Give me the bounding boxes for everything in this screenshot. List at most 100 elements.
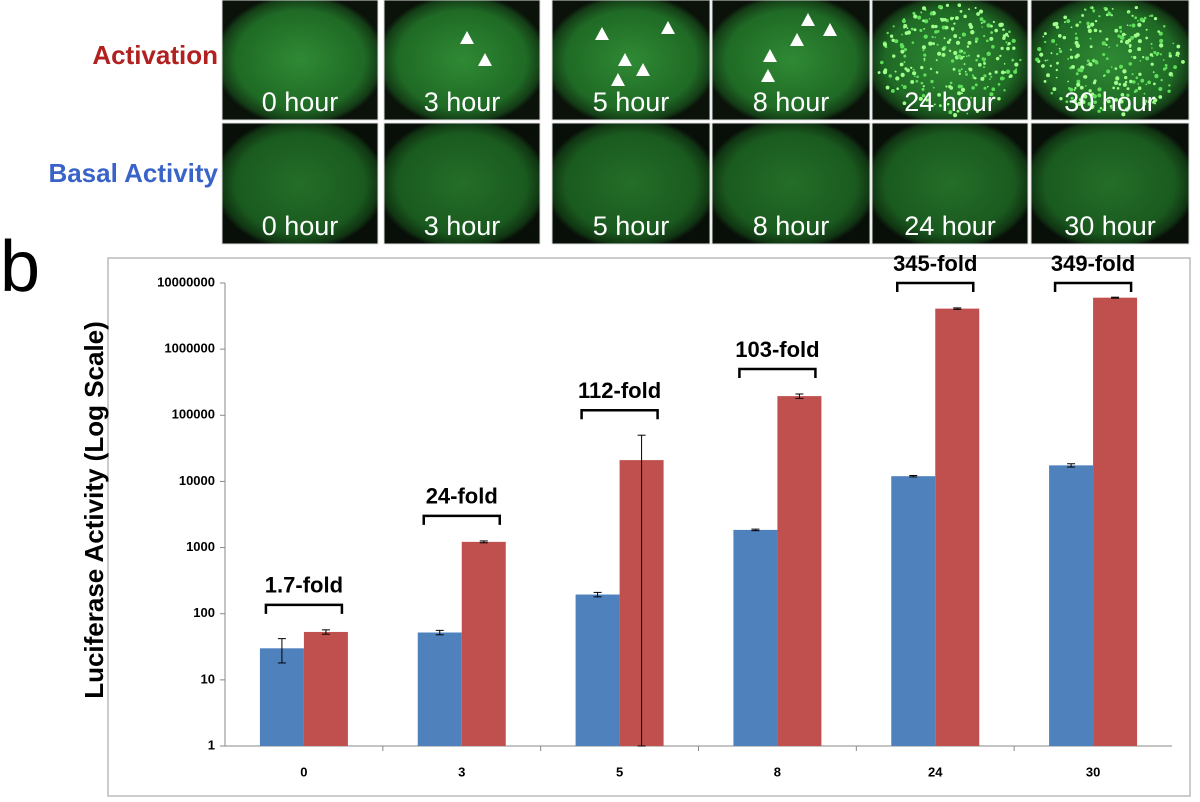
cell-spot xyxy=(1168,52,1172,55)
cell-spot xyxy=(1162,67,1167,71)
fold-annotation: 112-fold xyxy=(578,378,661,403)
cell-spot xyxy=(928,17,931,20)
bar xyxy=(461,541,506,746)
fold-bracket xyxy=(422,514,501,525)
cell-spot xyxy=(1119,64,1124,69)
micrograph-bg xyxy=(711,0,871,121)
cell-spot xyxy=(964,70,967,73)
cell-spot xyxy=(880,60,884,65)
cell-spot xyxy=(995,56,1000,61)
cell-spot xyxy=(923,34,928,39)
micrograph-caption: 0 hour xyxy=(262,87,339,117)
cell-spot xyxy=(925,98,929,102)
micrograph-caption: 8 hour xyxy=(753,87,830,117)
micrograph: 5 hour xyxy=(551,122,711,245)
cell-spot xyxy=(1098,15,1101,18)
cell-spot xyxy=(1074,32,1078,35)
cell-spot xyxy=(1122,82,1127,87)
error-bar xyxy=(593,591,602,598)
arrowhead xyxy=(823,23,837,36)
cell-spot xyxy=(1003,89,1006,92)
bar xyxy=(303,631,348,746)
cell-spot xyxy=(1120,40,1123,43)
cell-spot xyxy=(955,40,961,45)
fold-annotation: 349-fold xyxy=(1051,251,1135,276)
cell-spot xyxy=(1055,52,1059,56)
cell-spot xyxy=(1164,63,1168,67)
cell-spot xyxy=(1011,58,1015,62)
cell-spot xyxy=(1158,95,1163,99)
micrograph-caption: 5 hour xyxy=(593,87,670,117)
cell-spot xyxy=(931,24,935,29)
cell-spot xyxy=(986,51,991,56)
cell-spot xyxy=(1093,28,1098,33)
cell-spot xyxy=(1112,86,1116,90)
cell-spot xyxy=(940,18,945,22)
cell-spot xyxy=(1075,23,1079,27)
cell-spot xyxy=(1052,22,1057,27)
cell-spot xyxy=(1147,80,1151,85)
cell-spot xyxy=(1131,56,1133,58)
cell-spot xyxy=(1129,24,1132,27)
cell-spot xyxy=(918,96,923,101)
cell-spot xyxy=(1131,23,1136,28)
cell-spot xyxy=(953,22,956,25)
cell-spot xyxy=(957,54,962,59)
cell-spot xyxy=(906,27,909,29)
cell-spot xyxy=(1124,40,1130,45)
cell-spot xyxy=(983,61,987,65)
cell-spot xyxy=(943,37,946,40)
cell-spot xyxy=(1000,70,1005,75)
cell-spot xyxy=(991,45,995,49)
arrowhead xyxy=(618,53,632,66)
cell-spot xyxy=(936,29,940,33)
cell-spot xyxy=(1149,53,1153,57)
micrograph-bg xyxy=(551,0,711,121)
cell-spot xyxy=(1172,42,1175,45)
cell-spot xyxy=(945,3,950,8)
cell-spot xyxy=(1097,93,1102,98)
cell-spot xyxy=(1094,19,1098,23)
bar xyxy=(575,594,620,746)
micrograph-bg xyxy=(383,0,541,121)
cell-spot xyxy=(1176,51,1179,54)
cell-spot xyxy=(968,22,973,27)
cell-spot xyxy=(1089,45,1093,49)
cell-spot xyxy=(1070,96,1074,100)
arrowhead xyxy=(595,27,609,40)
cell-spot xyxy=(1050,91,1054,95)
cell-spot xyxy=(1147,100,1151,103)
cell-spot xyxy=(1015,68,1018,71)
cell-spot xyxy=(1143,16,1147,20)
arrowhead xyxy=(790,33,804,46)
cell-spot xyxy=(1101,41,1106,46)
cell-spot xyxy=(982,20,986,24)
cell-spot xyxy=(1119,35,1125,40)
cell-spot xyxy=(948,49,952,53)
cell-spot xyxy=(960,84,963,88)
cell-spot xyxy=(1158,86,1163,91)
cell-spot xyxy=(904,31,909,36)
cell-spot xyxy=(889,34,894,38)
cell-spot xyxy=(1145,56,1150,61)
bar xyxy=(935,308,980,746)
cell-spot xyxy=(1043,32,1047,36)
cell-spot xyxy=(1074,86,1077,90)
cell-spot xyxy=(986,23,991,28)
cell-spot xyxy=(1142,56,1145,59)
cell-spot xyxy=(1044,59,1047,62)
cell-spot xyxy=(1078,21,1082,24)
cell-spot xyxy=(994,28,998,33)
cell-spot xyxy=(1153,97,1158,103)
micrograph-bg xyxy=(551,122,711,245)
cell-spot xyxy=(1126,87,1130,91)
cell-spot xyxy=(952,17,955,19)
error-bar xyxy=(751,528,760,532)
cell-spot xyxy=(911,41,915,44)
cell-spot xyxy=(999,76,1004,81)
cell-spot xyxy=(1075,43,1081,48)
cell-spot xyxy=(1115,76,1120,81)
cell-spot xyxy=(1140,78,1145,83)
cell-spot xyxy=(1056,61,1059,65)
